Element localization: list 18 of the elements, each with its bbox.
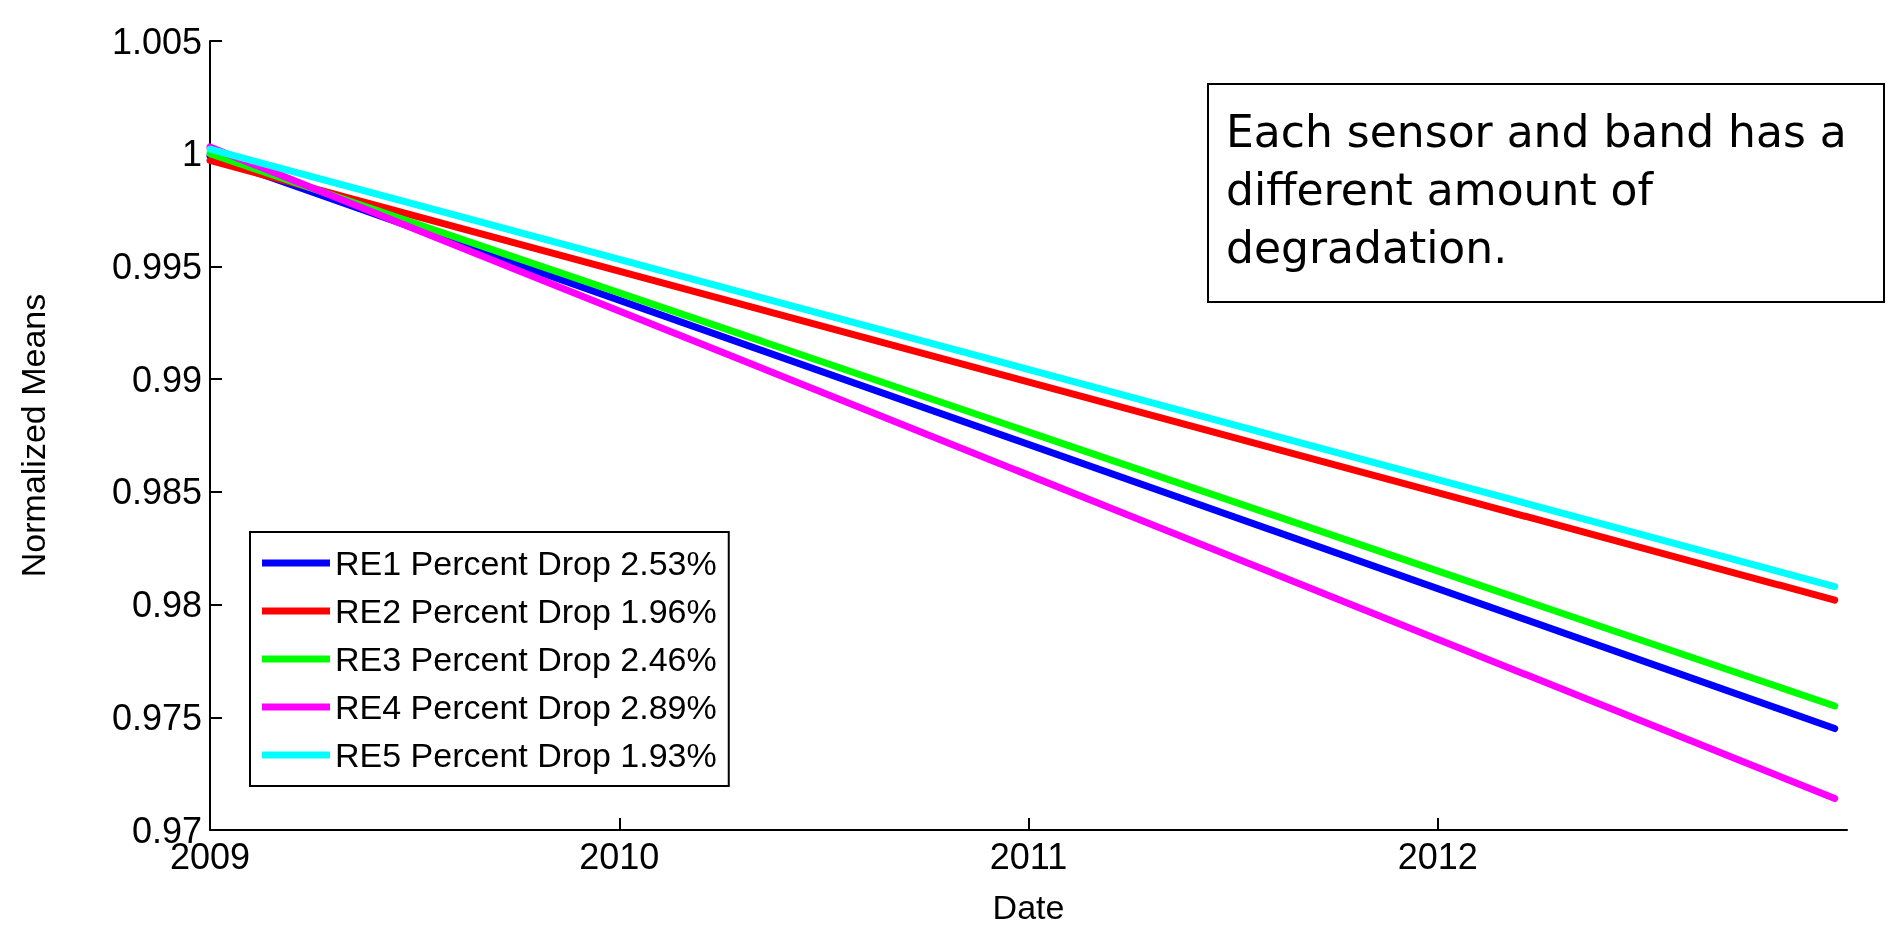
x-tick-label: 2012: [1397, 835, 1478, 877]
legend-label: RE3 Percent Drop 2.46%: [335, 640, 717, 678]
y-tick-label: 1.005: [111, 20, 202, 62]
legend-label: RE4 Percent Drop 2.89%: [335, 688, 717, 726]
y-tick-label: 0.975: [111, 696, 202, 738]
y-axis-title: Normalized Means: [14, 293, 52, 578]
annotation: Each sensor and band has a different amount of degradation.: [1226, 105, 1861, 273]
y-tick-label: 1: [181, 133, 202, 175]
y-tick-label: 0.98: [131, 584, 202, 626]
y-tick-label: 0.99: [131, 358, 202, 400]
y-tick-label: 0.995: [111, 245, 202, 287]
x-tick-label: 2010: [579, 835, 660, 877]
legend-label: RE1 Percent Drop 2.53%: [335, 544, 717, 582]
legend-label: RE5 Percent Drop 1.93%: [335, 736, 717, 774]
x-tick-label: 2011: [989, 835, 1068, 877]
x-axis-title: Date: [992, 888, 1065, 926]
legend-label: RE2 Percent Drop 1.96%: [335, 592, 717, 630]
y-tick-label: 0.985: [111, 471, 202, 513]
